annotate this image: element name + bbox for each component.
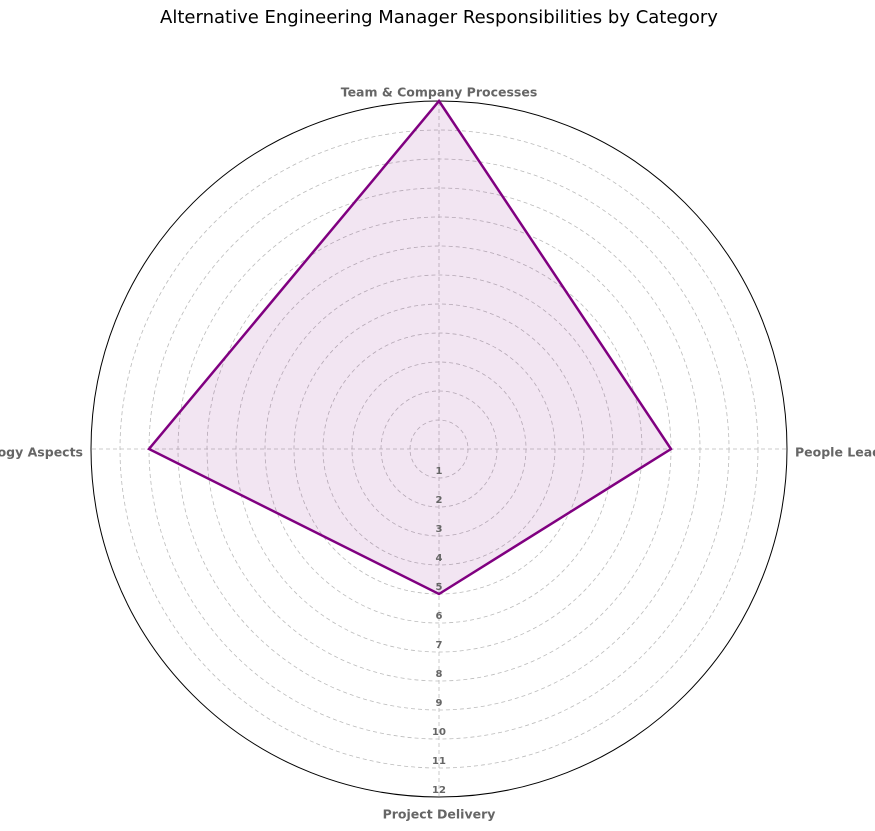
- r-tick-label: 12: [432, 785, 446, 796]
- r-tick-label: 2: [436, 495, 443, 506]
- r-tick-label: 4: [436, 553, 443, 564]
- radar-area: [147, 98, 673, 596]
- category-label: People Leadership: [795, 445, 875, 460]
- r-tick-label: 11: [432, 756, 446, 767]
- r-tick-label: 3: [436, 524, 443, 535]
- category-label: Technology Aspects: [0, 445, 83, 460]
- r-tick-label: 5: [436, 582, 443, 593]
- chart-title: Alternative Engineering Manager Responsi…: [160, 7, 718, 28]
- r-tick-label: 10: [432, 727, 446, 738]
- category-label: Team & Company Processes: [341, 85, 538, 100]
- category-label: Project Delivery: [383, 807, 496, 822]
- r-tick-label: 9: [436, 698, 443, 709]
- r-tick-label: 7: [436, 640, 443, 651]
- r-tick-label: 1: [436, 466, 443, 477]
- r-tick-label: 8: [436, 669, 443, 680]
- grid-circle: [264, 274, 614, 624]
- r-tick-label: 6: [436, 611, 443, 622]
